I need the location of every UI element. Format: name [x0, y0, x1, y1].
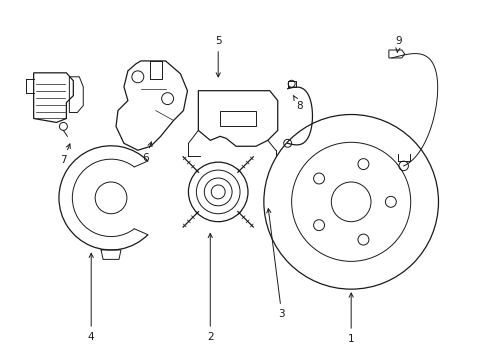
Text: 7: 7: [60, 144, 70, 165]
Text: 8: 8: [293, 95, 302, 111]
Text: 3: 3: [266, 209, 285, 319]
Text: 5: 5: [214, 36, 221, 77]
Text: 1: 1: [347, 293, 354, 344]
Text: 9: 9: [395, 36, 401, 52]
Text: 6: 6: [142, 142, 152, 163]
Text: 4: 4: [88, 253, 94, 342]
Text: 2: 2: [206, 234, 213, 342]
